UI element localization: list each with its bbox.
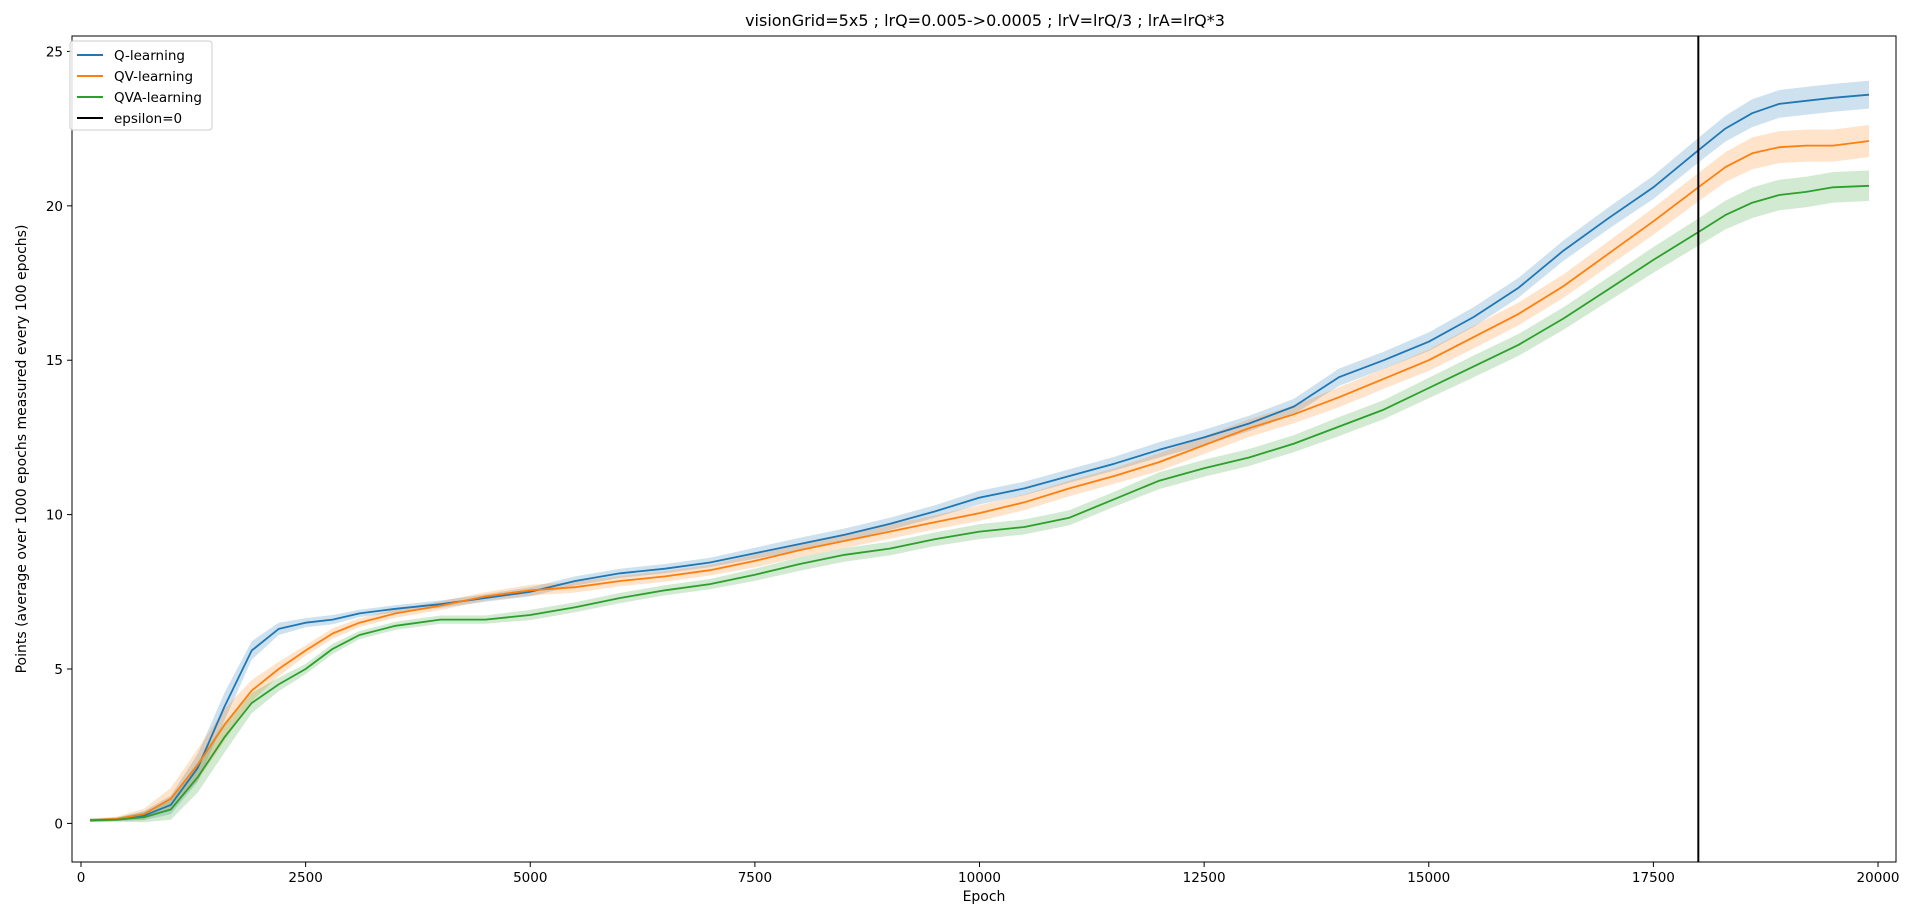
legend-label-qv-learning: QV-learning (114, 69, 193, 85)
x-axis-ticks: 0 2500 5000 7500 10000 12500 15000 17500 20000 (77, 862, 1900, 886)
y-tick-label: 20 (46, 199, 63, 215)
x-tick-label: 10000 (958, 870, 1001, 886)
band-qv-learning (90, 125, 1869, 823)
x-tick-label: 15000 (1407, 870, 1450, 886)
legend-label-epsilon: epsilon=0 (114, 111, 182, 127)
legend-label-qva-learning: QVA-learning (114, 90, 202, 106)
y-tick-label: 0 (54, 816, 63, 832)
y-axis-label: Points (average over 1000 epochs measure… (14, 225, 30, 674)
x-tick-label: 5000 (513, 870, 547, 886)
y-tick-label: 25 (46, 44, 63, 60)
y-tick-label: 5 (54, 662, 63, 678)
plot-frame (71, 35, 1897, 863)
y-tick-label: 10 (46, 508, 63, 524)
chart-title: visionGrid=5x5 ; lrQ=0.005->0.0005 ; lrV… (745, 11, 1225, 30)
legend-label-q-learning: Q-learning (114, 48, 185, 64)
x-tick-label: 2500 (288, 870, 322, 886)
x-tick-label: 17500 (1632, 870, 1675, 886)
y-tick-label: 15 (46, 353, 63, 369)
series-line-q-learning (89, 93, 1870, 822)
y-axis-ticks: 0 5 10 15 20 25 (46, 44, 72, 832)
x-tick-label: 12500 (1183, 870, 1226, 886)
series-lines (89, 93, 1870, 822)
series-line-qv-learning (89, 140, 1870, 822)
series-line-qva-learning (89, 184, 1870, 822)
x-tick-label: 0 (77, 870, 86, 886)
band-q-learning (90, 80, 1869, 822)
legend: Q-learning QV-learning QVA-learning epsi… (69, 40, 213, 131)
x-tick-label: 7500 (738, 870, 772, 886)
legend-box (69, 40, 213, 131)
x-tick-label: 20000 (1857, 870, 1900, 886)
x-axis-label: Epoch (963, 889, 1006, 905)
